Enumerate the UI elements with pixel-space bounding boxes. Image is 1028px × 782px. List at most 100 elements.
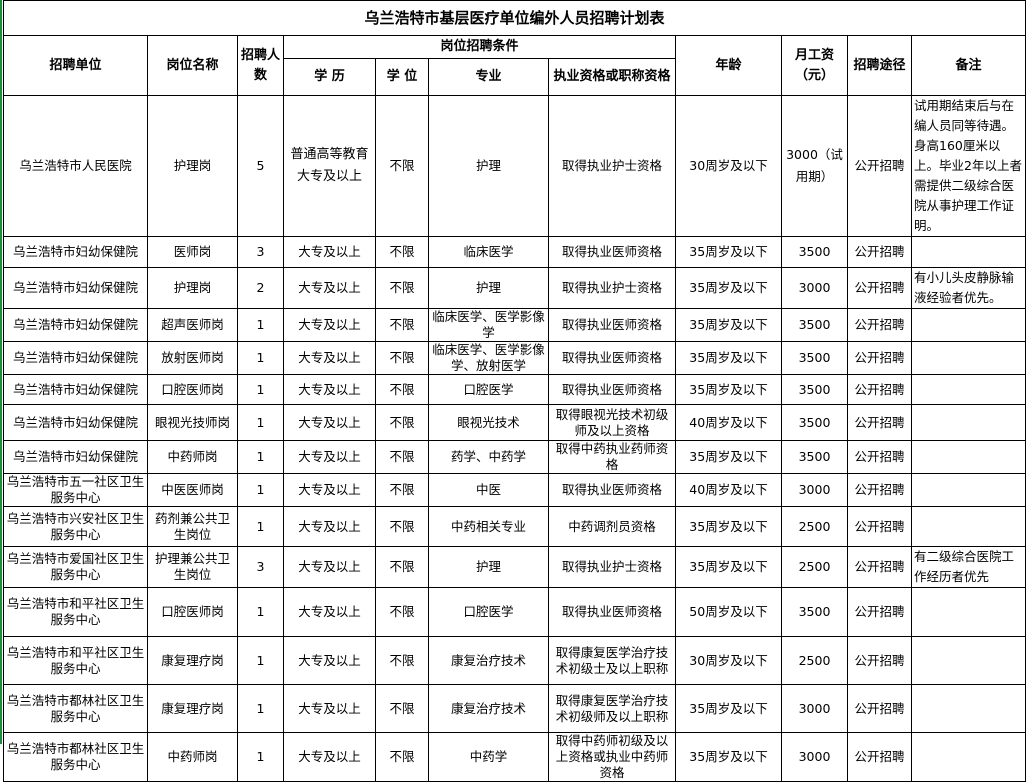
cell-qualification: 取得执业医师资格: [548, 473, 676, 507]
cell-age: 35周岁及以下: [675, 732, 782, 782]
cell-salary: 3500: [781, 587, 848, 637]
cell-count: 1: [237, 636, 284, 685]
cell-major: 中医: [428, 473, 549, 507]
cell-qualification: 取得康复医学治疗技术初级士及以上职称: [548, 636, 676, 685]
cell-education: 大专及以上: [283, 267, 376, 309]
cell-count: 1: [237, 404, 284, 441]
header-position: 岗位名称: [147, 35, 238, 96]
cell-method: 公开招聘: [847, 636, 912, 685]
cell-degree: 不限: [375, 404, 429, 441]
cell-note: 试用期结束后与在编人员同等待遇。身高160厘米以上。毕业2年以上者需提供二级综合…: [910, 95, 1027, 237]
cell-unit: 乌兰浩特市兴安社区卫生服务中心: [3, 506, 148, 547]
cell-age: 35周岁及以下: [675, 308, 782, 342]
cell-qualification: 取得中药师初级及以上资格或执业中药师资格: [548, 732, 676, 782]
cell-unit: 乌兰浩特市都林社区卫生服务中心: [3, 732, 148, 782]
cell-qualification: 取得执业医师资格: [548, 341, 676, 375]
cell-education: 大专及以上: [283, 636, 376, 685]
cell-count: 1: [237, 374, 284, 405]
cell-count: 1: [237, 341, 284, 375]
table-row: 乌兰浩特市妇幼保健院 口腔医师岗 1 大专及以上 不限 口腔医学 取得执业医师资格 35周岁及…: [3, 374, 1027, 405]
cell-age: 35周岁及以下: [675, 440, 782, 474]
cell-qualification: 取得执业医师资格: [548, 587, 676, 637]
cell-qualification: 取得中药执业药师资格: [548, 440, 676, 474]
cell-position: 眼视光技师岗: [147, 404, 238, 441]
header-age: 年龄: [675, 35, 782, 96]
header-education: 学 历: [283, 58, 376, 96]
cell-note: [910, 236, 1027, 268]
cell-salary: 3000（试用期）: [781, 95, 848, 237]
cell-major: 中药相关专业: [428, 506, 549, 547]
table-row: 乌兰浩特市都林社区卫生服务中心 康复理疗岗 1 大专及以上 不限 康复治疗技术 取得康复医学…: [3, 684, 1027, 733]
table-row: 乌兰浩特市妇幼保健院 超声医师岗 1 大专及以上 不限 临床医学、医学影像学 取得执业医师资…: [3, 308, 1027, 342]
cell-unit: 乌兰浩特市五一社区卫生服务中心: [3, 473, 148, 507]
cell-age: 50周岁及以下: [675, 587, 782, 637]
cell-salary: 3500: [781, 374, 848, 405]
cell-unit: 乌兰浩特市妇幼保健院: [3, 404, 148, 441]
cell-count: 1: [237, 684, 284, 733]
cell-count: 5: [237, 95, 284, 237]
table-row: 乌兰浩特市妇幼保健院 放射医师岗 1 大专及以上 不限 临床医学、医学影像学、放射医学 取得…: [3, 341, 1027, 375]
cell-qualification: 取得执业护士资格: [548, 95, 676, 237]
cell-age: 35周岁及以下: [675, 267, 782, 309]
cell-method: 公开招聘: [847, 587, 912, 637]
cell-qualification: 取得执业医师资格: [548, 308, 676, 342]
cell-age: 35周岁及以下: [675, 374, 782, 405]
cell-note: [910, 404, 1027, 441]
cell-degree: 不限: [375, 267, 429, 309]
cell-method: 公开招聘: [847, 473, 912, 507]
cell-age: 35周岁及以下: [675, 684, 782, 733]
table-title: 乌兰浩特市基层医疗单位编外人员招聘计划表: [2, 0, 1027, 36]
cell-age: 30周岁及以下: [675, 95, 782, 237]
cell-salary: 3500: [781, 404, 848, 441]
cell-unit: 乌兰浩特市妇幼保健院: [3, 308, 148, 342]
cell-degree: 不限: [375, 341, 429, 375]
cell-education: 大专及以上: [283, 308, 376, 342]
cell-count: 1: [237, 440, 284, 474]
cell-salary: 2500: [781, 546, 848, 588]
cell-salary: 3500: [781, 341, 848, 375]
cell-note: [910, 506, 1027, 547]
cell-degree: 不限: [375, 546, 429, 588]
cell-education: 大专及以上: [283, 732, 376, 782]
table-row: 乌兰浩特市妇幼保健院 中药师岗 1 大专及以上 不限 药学、中药学 取得中药执业药师资格 35…: [3, 440, 1027, 474]
cell-major: 临床医学、医学影像学、放射医学: [428, 341, 549, 375]
cell-note: [910, 473, 1027, 507]
cell-education: 大专及以上: [283, 506, 376, 547]
table-row: 乌兰浩特市和平社区卫生服务中心 康复理疗岗 1 大专及以上 不限 康复治疗技术 取得康复医学…: [3, 636, 1027, 685]
cell-education: 大专及以上: [283, 473, 376, 507]
cell-position: 康复理疗岗: [147, 636, 238, 685]
cell-method: 公开招聘: [847, 341, 912, 375]
cell-qualification: 取得执业医师资格: [548, 374, 676, 405]
cell-note: 有小儿头皮静脉输液经验者优先。: [910, 267, 1027, 309]
cell-unit: 乌兰浩特市妇幼保健院: [3, 374, 148, 405]
cell-degree: 不限: [375, 636, 429, 685]
cell-position: 中药师岗: [147, 440, 238, 474]
cell-count: 1: [237, 308, 284, 342]
header-conditions: 岗位招聘条件: [283, 35, 676, 59]
cell-age: 35周岁及以下: [675, 506, 782, 547]
cell-major: 临床医学: [428, 236, 549, 268]
cell-degree: 不限: [375, 732, 429, 782]
cell-degree: 不限: [375, 684, 429, 733]
cell-position: 口腔医师岗: [147, 587, 238, 637]
cell-note: [910, 374, 1027, 405]
table-row: 乌兰浩特市五一社区卫生服务中心 中医医师岗 1 大专及以上 不限 中医 取得执业医师资格 40…: [3, 473, 1027, 507]
cell-salary: 3000: [781, 473, 848, 507]
cell-salary: 3000: [781, 684, 848, 733]
cell-education: 大专及以上: [283, 546, 376, 588]
cell-education: 大专及以上: [283, 587, 376, 637]
cell-age: 30周岁及以下: [675, 636, 782, 685]
header-method: 招聘途径: [847, 35, 912, 96]
cell-major: 临床医学、医学影像学: [428, 308, 549, 342]
cell-major: 康复治疗技术: [428, 636, 549, 685]
header-major: 专业: [428, 58, 549, 96]
cell-qualification: 取得执业护士资格: [548, 267, 676, 309]
cell-major: 护理: [428, 546, 549, 588]
cell-position: 放射医师岗: [147, 341, 238, 375]
cell-note: [910, 440, 1027, 474]
table-row: 乌兰浩特市妇幼保健院 医师岗 3 大专及以上 不限 临床医学 取得执业医师资格 35周岁及以下…: [3, 236, 1027, 268]
header-salary: 月工资（元）: [781, 35, 848, 96]
cell-qualification: 中药调剂员资格: [548, 506, 676, 547]
cell-note: [910, 341, 1027, 375]
